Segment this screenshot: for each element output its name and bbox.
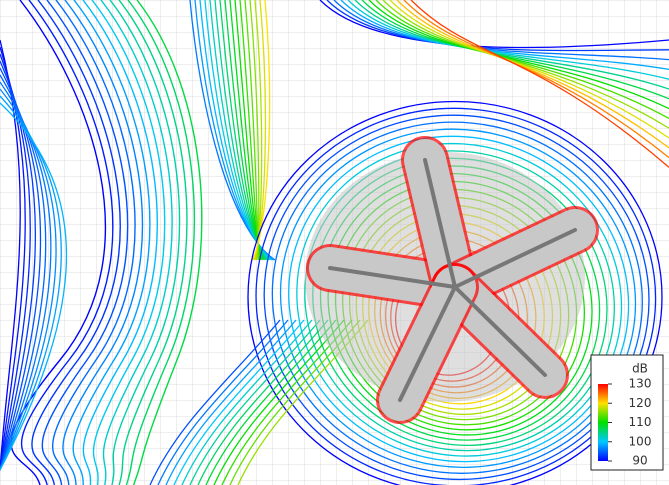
contour-line (20, 0, 114, 485)
contour-line (31, 0, 121, 485)
contour-line (100, 0, 173, 485)
contour-line (118, 0, 188, 485)
contour-ring (279, 128, 637, 468)
contour-line (173, 319, 305, 485)
contour-line (125, 0, 195, 485)
blade (453, 228, 577, 289)
contour-line (62, 0, 144, 485)
blade (398, 285, 457, 402)
contour-line (0, 102, 68, 471)
contour-line (189, 319, 321, 485)
colorbar-tick-label: 90 (632, 454, 647, 468)
contour-ring (271, 121, 643, 474)
contour-line (197, 319, 329, 485)
contour-line (41, 0, 129, 485)
contour-line (165, 319, 297, 485)
colorbar: dB 130 120 110 100 90 (590, 354, 664, 471)
contour-line (91, 0, 166, 485)
colorbar-label: dB (632, 362, 648, 376)
blade (423, 158, 457, 289)
contour-line (0, 39, 21, 471)
colorbar-tick-label: 130 (629, 377, 652, 391)
contour-line (132, 0, 203, 485)
contour-line (51, 0, 136, 485)
contour-line (181, 319, 313, 485)
contour-line (251, 0, 271, 261)
contour-line (205, 319, 337, 485)
contour-line (82, 0, 158, 485)
contour-ring (247, 100, 663, 485)
contour-line (109, 0, 181, 485)
contour-line (10, 0, 106, 485)
contour-line (157, 319, 289, 485)
contour-line (72, 0, 151, 485)
contour-line (410, 0, 669, 168)
blade (328, 266, 457, 289)
colorbar-tick-label: 110 (629, 415, 652, 429)
contour-line (0, 46, 26, 471)
contour-ring (255, 107, 657, 485)
rotor (305, 136, 599, 424)
colorbar-gradient (598, 384, 608, 461)
colorbar-tick-label: 100 (629, 434, 652, 448)
colorbar-tick-label: 120 (629, 396, 652, 410)
contour-ring (263, 114, 650, 481)
contour-line (149, 319, 281, 485)
blade (453, 285, 547, 377)
